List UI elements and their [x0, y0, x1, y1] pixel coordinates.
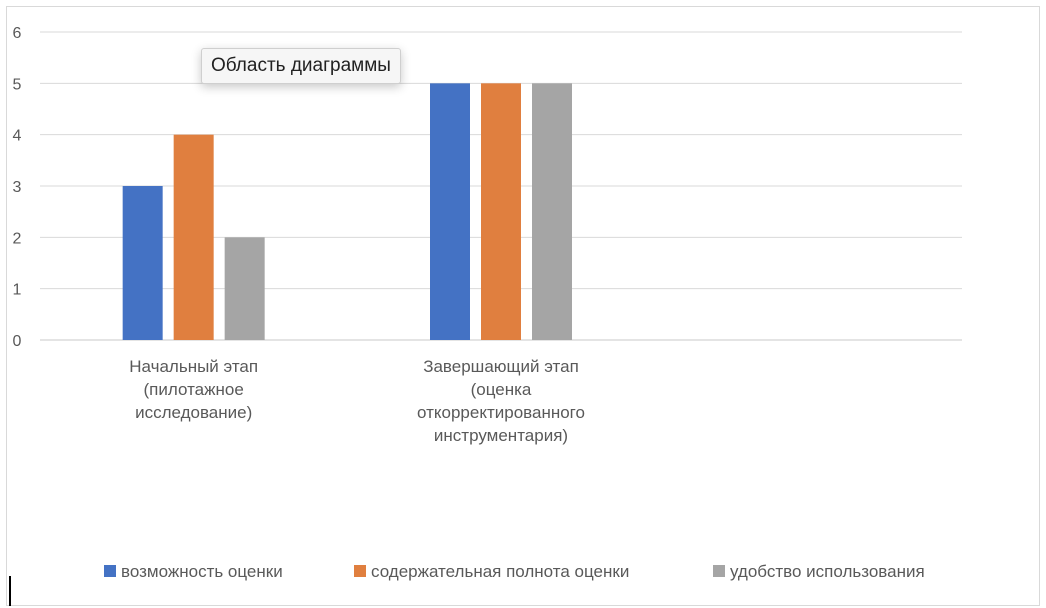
y-tick-label: 0 — [13, 333, 22, 350]
x-tick-label: Начальный этап (пилотажное исследование) — [129, 357, 258, 422]
y-tick-label: 1 — [13, 282, 22, 299]
y-tick-label: 4 — [13, 128, 22, 145]
bar — [430, 83, 470, 340]
legend-label: содержательная полнота оценки — [371, 562, 629, 581]
y-tick-label: 2 — [13, 230, 22, 247]
x-tick-label: Завершающий этап (оценка откорректированно… — [417, 357, 585, 445]
bar — [173, 134, 214, 340]
legend-swatch — [354, 565, 366, 577]
legend-swatch — [104, 565, 116, 577]
bar — [481, 83, 521, 340]
y-tick-label: 3 — [13, 179, 22, 196]
legend-label: возможность оценки — [121, 562, 283, 581]
chart-area-tooltip: Область диаграммы — [201, 48, 401, 84]
bar — [122, 186, 163, 340]
legend-swatch — [713, 565, 725, 577]
y-tick-label: 5 — [13, 76, 22, 93]
bar — [532, 83, 572, 340]
legend-label: удобство использования — [730, 562, 925, 581]
text-cursor — [9, 576, 11, 606]
y-tick-label: 6 — [13, 25, 22, 42]
bar — [224, 237, 265, 340]
